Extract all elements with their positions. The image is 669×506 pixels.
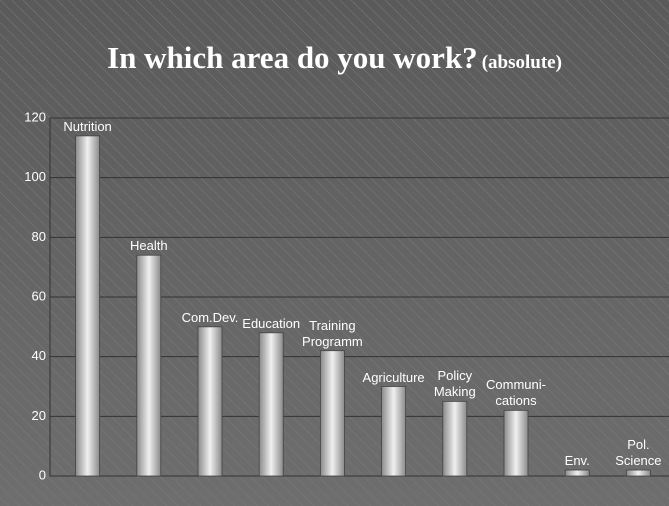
category-label: Training Programm xyxy=(302,317,363,349)
category-label: Com.Dev. xyxy=(181,309,239,325)
bar xyxy=(381,386,407,477)
bar xyxy=(503,409,529,477)
category-label: Nutrition xyxy=(63,118,112,134)
bar xyxy=(626,469,651,477)
category-label: Policy Making xyxy=(433,368,476,400)
chart-title: In which area do you work? xyxy=(107,40,478,75)
category-label: Health xyxy=(130,238,168,254)
category-label: Communi- cations xyxy=(486,377,546,409)
bar xyxy=(258,332,284,477)
y-tick-label: 80 xyxy=(32,229,46,244)
bar xyxy=(442,401,468,477)
y-tick-label: 120 xyxy=(24,109,46,124)
bar xyxy=(197,326,223,477)
chart-subtitle: (absolute) xyxy=(481,52,562,73)
bar xyxy=(564,469,590,477)
bar xyxy=(75,135,100,477)
category-label: Agriculture xyxy=(362,369,425,385)
title-block: In which area do you work? (absolute) xyxy=(0,40,669,76)
y-tick-label: 60 xyxy=(32,288,46,303)
category-label: Education xyxy=(242,315,301,331)
bar xyxy=(136,254,162,477)
category-label: Env. xyxy=(564,453,590,469)
y-tick-label: 0 xyxy=(39,467,46,482)
category-label: Pol. Science xyxy=(615,437,662,469)
y-tick-label: 20 xyxy=(32,408,46,423)
y-tick-label: 40 xyxy=(32,348,46,363)
y-tick-label: 100 xyxy=(24,169,46,184)
bar xyxy=(319,350,345,477)
